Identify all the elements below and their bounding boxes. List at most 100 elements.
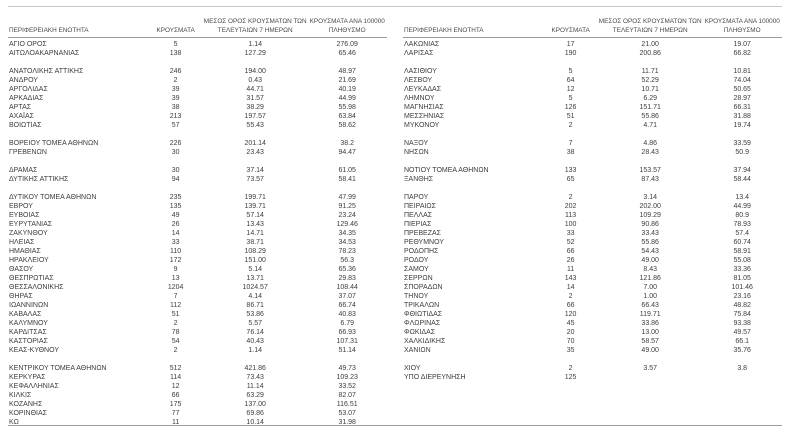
per100k-value: 31.98 bbox=[338, 419, 356, 426]
table-row: ΑΧΑΪΑΣ 213 197.57 63.84 bbox=[8, 112, 387, 121]
table-row: ΚΑΒΑΛΑΣ 51 53.86 40.83 bbox=[8, 310, 387, 319]
avg7-value: 202.00 bbox=[639, 203, 661, 210]
per100k-value: 78.93 bbox=[733, 221, 751, 228]
avg7-value: 5.14 bbox=[248, 266, 262, 273]
region-name: ΚΑΛΥΜΝΟΥ bbox=[9, 320, 48, 327]
table-row: ΡΟΔΟΠΗΣ 66 54.43 58.91 bbox=[403, 247, 782, 256]
region-name: ΛΗΜΝΟΥ bbox=[404, 95, 435, 102]
cases-value: 51 bbox=[566, 113, 575, 120]
table-row: ΛΗΜΝΟΥ 5 6.29 28.97 bbox=[403, 94, 782, 103]
per100k-value: 31.88 bbox=[733, 113, 751, 120]
per100k-value: 34.53 bbox=[338, 239, 356, 246]
cases-value: 26 bbox=[171, 221, 180, 228]
region-name: ΚΕΡΚΥΡΑΣ bbox=[9, 374, 46, 381]
region-name: ΚΑΒΑΛΑΣ bbox=[9, 311, 42, 318]
table-row: ΜΑΓΝΗΣΙΑΣ 126 151.71 66.31 bbox=[403, 103, 782, 112]
cases-value: 5 bbox=[568, 95, 573, 102]
table-row: ΔΥΤΙΚΟΥ ΤΟΜΕΑ ΑΘΗΝΩΝ 235 199.71 47.99 bbox=[8, 193, 387, 202]
table-row: ΧΙΟΥ 2 3.57 3.8 bbox=[403, 364, 782, 373]
cases-value: 113 bbox=[565, 212, 577, 219]
table-row-spacer bbox=[403, 157, 782, 166]
region-name: ΔΥΤΙΚΟΥ ΤΟΜΕΑ ΑΘΗΝΩΝ bbox=[9, 194, 97, 201]
region-name: ΑΡΚΑΔΙΑΣ bbox=[9, 95, 44, 102]
region-name: ΧΑΝΙΩΝ bbox=[404, 347, 431, 354]
avg7-value: 4.71 bbox=[643, 122, 657, 129]
cases-value: 35 bbox=[566, 347, 575, 354]
region-name: ΚΑΣΤΟΡΙΑΣ bbox=[9, 338, 48, 345]
table-row: ΗΛΕΙΑΣ 33 38.71 34.53 bbox=[8, 238, 387, 247]
per100k-value: 33.59 bbox=[733, 140, 751, 147]
avg7-value: 13.71 bbox=[246, 275, 264, 282]
region-name: ΑΙΤΩΛΟΑΚΑΡΝΑΝΙΑΣ bbox=[9, 50, 80, 57]
region-name: ΧΙΟΥ bbox=[404, 365, 421, 372]
table-row: ΙΩΑΝΝΙΝΩΝ 112 86.71 66.74 bbox=[8, 301, 387, 310]
per100k-value: 129.46 bbox=[336, 221, 358, 228]
cases-value: 78 bbox=[171, 329, 180, 336]
avg7-value: 199.71 bbox=[244, 194, 266, 201]
per100k-value: 23.24 bbox=[338, 212, 356, 219]
cases-value: 39 bbox=[171, 86, 180, 93]
table-row: ΠΙΕΡΙΑΣ 100 90.86 78.93 bbox=[403, 220, 782, 229]
table-row: ΒΟΙΩΤΙΑΣ 57 55.43 58.62 bbox=[8, 121, 387, 130]
avg7-value: 49.00 bbox=[641, 257, 659, 264]
per100k-value: 93.38 bbox=[733, 320, 751, 327]
region-name: ΚΕΑΣ-ΚΥΘΝΟΥ bbox=[9, 347, 59, 354]
cases-value: 7 bbox=[568, 140, 573, 147]
region-name: ΚΕΝΤΡΙΚΟΥ ΤΟΜΕΑ ΑΘΗΝΩΝ bbox=[9, 365, 107, 372]
per100k-value: 66.31 bbox=[733, 104, 751, 111]
table-row: ΠΑΡΟΥ 2 3.14 13.4 bbox=[403, 193, 782, 202]
cases-value: 138 bbox=[169, 50, 182, 57]
region-name: ΑΝΔΡΟΥ bbox=[9, 77, 38, 84]
per100k-value: 40.19 bbox=[338, 86, 356, 93]
cases-value: 52 bbox=[566, 239, 575, 246]
avg7-value: 194.00 bbox=[244, 68, 266, 75]
cases-value: 30 bbox=[171, 167, 180, 174]
table-row: ΠΕΙΡΑΙΩΣ 202 202.00 44.99 bbox=[403, 202, 782, 211]
table-row: ΔΡΑΜΑΣ 30 37.14 61.05 bbox=[8, 166, 387, 175]
cases-value: 175 bbox=[169, 401, 182, 408]
region-name: ΤΗΝΟΥ bbox=[404, 293, 429, 300]
cases-value: 13 bbox=[171, 275, 180, 282]
table-row: ΚΕΡΚΥΡΑΣ 114 73.43 109.23 bbox=[8, 373, 387, 382]
cases-value: 133 bbox=[564, 167, 577, 174]
per100k-value: 58.41 bbox=[338, 176, 356, 183]
region-name: ΡΟΔΟΠΗΣ bbox=[404, 248, 439, 255]
table-row: ΧΑΝΙΩΝ 35 49.00 35.76 bbox=[403, 346, 782, 355]
per100k-value: 56.3 bbox=[340, 257, 355, 264]
regional-cases-table: ΠΕΡΙΦΕΡΕΙΑΚΗ ΕΝΟΤΗΤΑ ΚΡΟΥΣΜΑΤΑ ΜΕΣΟΣ ΟΡΟ… bbox=[8, 6, 782, 426]
per100k-value: 108.44 bbox=[336, 284, 358, 291]
cases-value: 38 bbox=[566, 149, 575, 156]
avg7-value: 31.57 bbox=[246, 95, 264, 102]
per100k-value: 51.14 bbox=[338, 347, 356, 354]
avg7-value: 44.71 bbox=[246, 86, 264, 93]
cases-value: 2 bbox=[173, 347, 178, 354]
per100k-value: 47.99 bbox=[338, 194, 356, 201]
per100k-value: 63.84 bbox=[338, 113, 356, 120]
cases-value: 17 bbox=[566, 41, 575, 48]
per100k-value: 28.97 bbox=[733, 95, 751, 102]
cases-value: 202 bbox=[564, 203, 577, 210]
region-name: ΡΕΘΥΜΝΟΥ bbox=[404, 239, 445, 246]
cases-value: 135 bbox=[169, 203, 182, 210]
avg7-value: 139.71 bbox=[244, 203, 266, 210]
region-name: ΛΕΣΒΟΥ bbox=[404, 77, 433, 84]
table-row: ΕΥΡΥΤΑΝΙΑΣ 26 13.43 129.46 bbox=[8, 220, 387, 229]
avg7-value: 6.29 bbox=[643, 95, 657, 102]
region-name: ΒΟΡΕΙΟΥ ΤΟΜΕΑ ΑΘΗΝΩΝ bbox=[9, 140, 99, 147]
table-row: ΡΟΔΟΥ 26 49.00 55.08 bbox=[403, 256, 782, 265]
cases-value: 66 bbox=[566, 302, 575, 309]
avg7-value: 1.14 bbox=[248, 347, 262, 354]
cases-value: 64 bbox=[566, 77, 575, 84]
table-row: ΔΥΤΙΚΗΣ ΑΤΤΙΚΗΣ 94 73.57 58.41 bbox=[8, 175, 387, 184]
avg7-value: 54.43 bbox=[641, 248, 659, 255]
avg7-value: 121.86 bbox=[639, 275, 661, 282]
cases-value: 126 bbox=[564, 104, 577, 111]
col-header-region: ΠΕΡΙΦΕΡΕΙΑΚΗ ΕΝΟΤΗΤΑ bbox=[9, 26, 89, 34]
table-row: ΑΡΤΑΣ 38 38.29 55.98 bbox=[8, 103, 387, 112]
per100k-value: 66.93 bbox=[338, 329, 356, 336]
avg7-value: 87.43 bbox=[641, 176, 659, 183]
avg7-value: 37.14 bbox=[246, 167, 264, 174]
cases-value: 112 bbox=[170, 302, 182, 309]
region-name: ΗΡΑΚΛΕΙΟΥ bbox=[9, 257, 49, 264]
cases-value: 235 bbox=[169, 194, 182, 201]
